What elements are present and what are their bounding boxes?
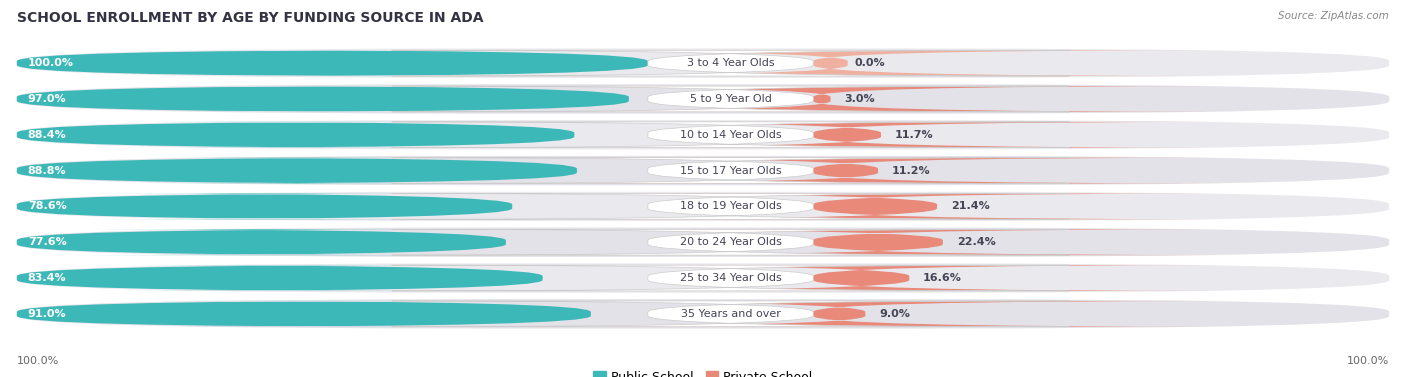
FancyBboxPatch shape xyxy=(17,193,512,219)
FancyBboxPatch shape xyxy=(17,264,1389,293)
Text: 83.4%: 83.4% xyxy=(28,273,66,283)
Text: 77.6%: 77.6% xyxy=(28,237,66,247)
FancyBboxPatch shape xyxy=(426,50,1234,76)
FancyBboxPatch shape xyxy=(392,301,1070,327)
Text: 100.0%: 100.0% xyxy=(17,356,59,366)
Text: 97.0%: 97.0% xyxy=(28,94,66,104)
FancyBboxPatch shape xyxy=(444,301,1234,327)
FancyBboxPatch shape xyxy=(488,265,1234,291)
Text: 88.4%: 88.4% xyxy=(28,130,66,140)
Text: 78.6%: 78.6% xyxy=(28,201,66,211)
FancyBboxPatch shape xyxy=(17,84,1389,113)
FancyBboxPatch shape xyxy=(17,301,591,327)
Text: 3 to 4 Year Olds: 3 to 4 Year Olds xyxy=(686,58,775,68)
FancyBboxPatch shape xyxy=(17,86,628,112)
FancyBboxPatch shape xyxy=(17,192,1389,221)
FancyBboxPatch shape xyxy=(17,299,1389,328)
FancyBboxPatch shape xyxy=(457,158,1234,184)
FancyBboxPatch shape xyxy=(409,86,1234,112)
Text: 3.0%: 3.0% xyxy=(845,94,875,104)
Text: 100.0%: 100.0% xyxy=(28,58,75,68)
Text: 35 Years and over: 35 Years and over xyxy=(681,309,780,319)
FancyBboxPatch shape xyxy=(522,229,1234,255)
FancyBboxPatch shape xyxy=(17,228,1389,257)
Text: 88.8%: 88.8% xyxy=(28,166,66,176)
Text: 25 to 34 Year Olds: 25 to 34 Year Olds xyxy=(679,273,782,283)
FancyBboxPatch shape xyxy=(392,158,1070,184)
Text: 22.4%: 22.4% xyxy=(956,237,995,247)
Text: 15 to 17 Year Olds: 15 to 17 Year Olds xyxy=(679,166,782,176)
FancyBboxPatch shape xyxy=(392,265,1070,291)
FancyBboxPatch shape xyxy=(516,193,1234,219)
FancyBboxPatch shape xyxy=(17,229,506,255)
Text: 11.2%: 11.2% xyxy=(891,166,931,176)
Text: 0.0%: 0.0% xyxy=(855,58,886,68)
Text: 91.0%: 91.0% xyxy=(28,309,66,319)
Text: 9.0%: 9.0% xyxy=(879,309,910,319)
Text: 100.0%: 100.0% xyxy=(1347,356,1389,366)
Text: 5 to 9 Year Old: 5 to 9 Year Old xyxy=(689,94,772,104)
FancyBboxPatch shape xyxy=(17,120,1389,149)
FancyBboxPatch shape xyxy=(460,122,1234,148)
FancyBboxPatch shape xyxy=(17,156,1389,185)
FancyBboxPatch shape xyxy=(17,49,1389,78)
FancyBboxPatch shape xyxy=(392,193,1070,219)
FancyBboxPatch shape xyxy=(392,86,1070,112)
FancyBboxPatch shape xyxy=(17,158,576,184)
FancyBboxPatch shape xyxy=(17,50,648,76)
FancyBboxPatch shape xyxy=(392,229,1070,255)
Text: 10 to 14 Year Olds: 10 to 14 Year Olds xyxy=(679,130,782,140)
Text: 20 to 24 Year Olds: 20 to 24 Year Olds xyxy=(679,237,782,247)
FancyBboxPatch shape xyxy=(17,265,543,291)
Text: SCHOOL ENROLLMENT BY AGE BY FUNDING SOURCE IN ADA: SCHOOL ENROLLMENT BY AGE BY FUNDING SOUR… xyxy=(17,11,484,25)
Legend: Public School, Private School: Public School, Private School xyxy=(588,366,818,377)
Text: 16.6%: 16.6% xyxy=(924,273,962,283)
Text: 11.7%: 11.7% xyxy=(894,130,934,140)
Text: 18 to 19 Year Olds: 18 to 19 Year Olds xyxy=(679,201,782,211)
Text: Source: ZipAtlas.com: Source: ZipAtlas.com xyxy=(1278,11,1389,21)
Text: 21.4%: 21.4% xyxy=(950,201,990,211)
FancyBboxPatch shape xyxy=(392,50,1070,76)
FancyBboxPatch shape xyxy=(392,122,1070,148)
FancyBboxPatch shape xyxy=(17,122,575,148)
